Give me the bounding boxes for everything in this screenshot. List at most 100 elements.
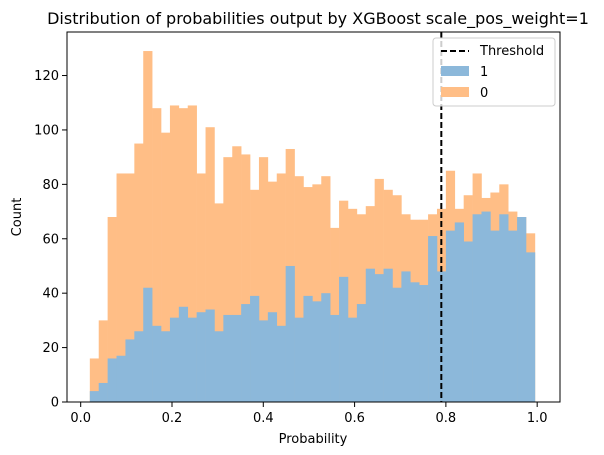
series-1-bar [525, 252, 536, 402]
series-0-bar [347, 208, 358, 402]
x-axis-title: Probability [279, 432, 348, 447]
series-1-bar [472, 214, 482, 402]
series-1-bar [508, 230, 518, 402]
series-1-bar [347, 317, 358, 402]
series-0-bar [169, 105, 180, 403]
series-0-bar [187, 105, 197, 403]
series-0-bar [223, 157, 233, 402]
series-1-bar [463, 241, 473, 402]
plot-area [89, 32, 536, 403]
series-0-bar [196, 173, 206, 402]
series-1-bar [107, 358, 117, 402]
series-1-bar [267, 312, 278, 402]
series-0-bar [161, 132, 171, 403]
series-0-bar [321, 176, 331, 402]
series-1-bar [161, 331, 171, 402]
series-1-bar [383, 268, 393, 402]
series-0-bar [312, 184, 322, 402]
series-1-bar [143, 287, 153, 402]
series-1-bar [321, 293, 331, 402]
series-1-bar [232, 314, 242, 402]
series-1-bar [303, 295, 313, 402]
series-0-bar [152, 108, 162, 403]
series-1-bar [419, 285, 429, 402]
x-tick-label: 0.4 [253, 411, 274, 426]
chart-title: Distribution of probabilities output by … [47, 9, 589, 29]
series-1-bar [312, 301, 322, 402]
y-axis-title: Count [10, 198, 25, 237]
series-0-bar [294, 176, 304, 402]
plot-frame [66, 31, 561, 403]
y-tick-label: 80 [42, 178, 59, 193]
series-1-bar [339, 276, 349, 402]
series-1-bar [125, 339, 135, 402]
series-1-bar [178, 306, 189, 402]
series-1-bar [436, 271, 447, 402]
legend-series-0-swatch [441, 87, 469, 97]
legend-series-1-swatch [441, 66, 469, 76]
series-0-bar [89, 358, 100, 402]
series-0-bar [205, 127, 215, 403]
series-1-bar [330, 314, 340, 402]
series-1-bar [294, 317, 304, 402]
series-1-bar [499, 214, 509, 402]
series-1-bar [517, 217, 527, 402]
y-tick-label: 120 [34, 69, 59, 84]
series-1-bar [454, 222, 464, 402]
series-1-bar [241, 304, 251, 402]
series-1-bar [285, 265, 295, 402]
series-0-bar [276, 173, 286, 402]
y-tick-label: 20 [42, 341, 59, 356]
y-tick-label: 100 [34, 123, 59, 138]
x-tick-label: 0.2 [162, 411, 183, 426]
series-1-bar [89, 391, 100, 402]
series-0-bar [143, 51, 153, 402]
x-tick-label: 0.8 [436, 411, 457, 426]
series-1-bar [250, 295, 260, 402]
x-tick-label: 0.0 [70, 411, 91, 426]
series-1-bars [89, 211, 536, 402]
series-1-bar [365, 268, 375, 402]
series-0-bar [178, 108, 189, 403]
series-1-bar [356, 304, 367, 402]
series-0-bar [125, 173, 135, 402]
legend-series-0-label: 0 [480, 86, 488, 101]
series-0-bar [241, 154, 251, 402]
x-tick-label: 0.6 [344, 411, 365, 426]
series-0-bar [303, 187, 313, 402]
series-1-bar [392, 287, 402, 402]
series-0-bar [267, 181, 278, 402]
series-0-bar [214, 203, 224, 402]
series-1-bar [205, 309, 215, 402]
series-1-bar [223, 314, 233, 402]
series-0-bar [258, 157, 269, 402]
x-axis: 0.0 0.2 0.4 0.6 0.8 1.0 [70, 402, 548, 426]
series-1-bar [116, 355, 126, 402]
series-1-bar [410, 282, 420, 402]
series-1-bar [134, 331, 144, 402]
series-1-bar [428, 236, 438, 402]
series-1-bar [490, 230, 500, 402]
series-1-bar [98, 382, 108, 402]
series-0-bar [98, 320, 108, 402]
series-1-bar [481, 211, 491, 402]
series-1-bar [169, 317, 180, 402]
y-tick-label: 0 [51, 396, 59, 411]
series-0-bar [107, 217, 117, 402]
legend: Threshold 1 0 [432, 37, 556, 107]
y-axis: 0 20 40 60 80 100 120 [34, 69, 67, 411]
x-tick-label: 1.0 [527, 411, 548, 426]
series-1-bar [374, 274, 384, 402]
legend-series-1-label: 1 [480, 65, 488, 80]
series-1-bar [214, 331, 224, 402]
series-1-bar [276, 325, 286, 402]
series-1-bar [187, 317, 197, 402]
series-0-bar [116, 173, 126, 402]
series-1-bar [258, 320, 269, 402]
y-tick-label: 60 [42, 232, 59, 247]
series-0-bar [232, 146, 242, 402]
series-1-bar [445, 230, 456, 402]
series-1-bar [152, 325, 162, 402]
series-0-bar [134, 143, 144, 402]
